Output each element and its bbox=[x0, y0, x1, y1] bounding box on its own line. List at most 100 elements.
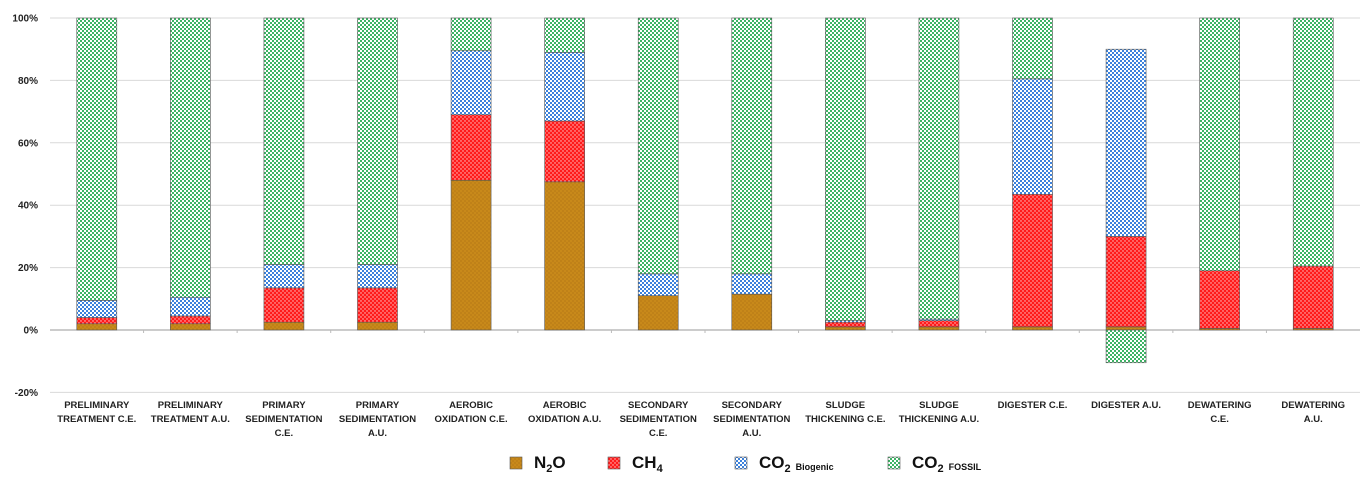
bar-segment-co2-fossil bbox=[1105, 329, 1147, 364]
bar-segment-ch4 bbox=[1012, 193, 1053, 328]
bar-segment-co2-biogenic bbox=[357, 264, 398, 289]
bar-segment-co2-biogenic bbox=[76, 300, 118, 318]
bar-segment-co2-biogenic bbox=[263, 264, 305, 289]
bar-segment-n2o bbox=[1012, 326, 1053, 331]
bar-segment-co2-biogenic bbox=[731, 273, 773, 295]
bar-segment-co2-fossil bbox=[1012, 17, 1053, 80]
bar-segment-co2-fossil bbox=[1199, 17, 1240, 272]
x-category-label: PRELIMINARY bbox=[64, 400, 130, 411]
legend-swatch bbox=[509, 456, 523, 470]
x-category-label: DIGESTER A.U. bbox=[1091, 400, 1161, 411]
bar-segment-co2-fossil bbox=[544, 17, 585, 53]
x-category-label: PRELIMINARY bbox=[158, 400, 224, 411]
bar-segment-ch4 bbox=[1199, 270, 1240, 329]
legend-swatch bbox=[887, 456, 901, 470]
bar-segment-ch4 bbox=[1105, 236, 1147, 328]
bar-segment-ch4 bbox=[170, 315, 211, 325]
y-tick-label: 60% bbox=[18, 138, 38, 149]
legend-subscript: 2 bbox=[938, 463, 944, 475]
y-tick-label: -20% bbox=[15, 388, 38, 399]
bar-segment-co2-fossil bbox=[76, 17, 118, 301]
bar-segment-n2o bbox=[544, 181, 585, 331]
bar-segment-co2-fossil bbox=[731, 17, 773, 275]
x-category-label: A.U. bbox=[1304, 414, 1323, 425]
legend-subscript: 2 bbox=[785, 463, 791, 475]
bar-segment-ch4 bbox=[450, 114, 492, 181]
bar-segment-n2o bbox=[76, 323, 118, 331]
legend-label: CO2 Biogenic bbox=[759, 453, 834, 475]
bar-segment-ch4 bbox=[918, 320, 960, 328]
bar-segment-co2-fossil bbox=[637, 17, 679, 275]
x-category-label: THICKENING A.U. bbox=[899, 414, 979, 425]
bar-segment-n2o bbox=[918, 326, 960, 331]
x-category-label: SLUDGE bbox=[919, 400, 959, 411]
x-category-label: C.E. bbox=[1210, 414, 1228, 425]
bar-segment-co2-fossil bbox=[918, 17, 960, 320]
x-category-label: SEDIMENTATION bbox=[245, 414, 322, 425]
bar-segment-n2o bbox=[1105, 326, 1147, 331]
bar-segment-co2-fossil bbox=[263, 17, 305, 265]
x-category-label: THICKENING C.E. bbox=[805, 414, 885, 425]
x-category-label: DEWATERING bbox=[1188, 400, 1252, 411]
x-category-label: C.E. bbox=[275, 428, 293, 439]
bar-segment-n2o bbox=[170, 323, 211, 331]
bar-segment-co2-fossil bbox=[357, 17, 398, 265]
legend-qualifier: Biogenic bbox=[796, 462, 834, 472]
bar-segment-ch4 bbox=[357, 287, 398, 323]
legend-label: N2O bbox=[534, 453, 566, 475]
legend-main-text: N bbox=[534, 453, 546, 472]
bar-segment-ch4 bbox=[544, 120, 585, 183]
legend-label: CH4 bbox=[632, 453, 664, 475]
bar-segment-co2-fossil bbox=[450, 17, 492, 52]
bar-segment-ch4 bbox=[1292, 265, 1334, 329]
x-category-label: AEROBIC bbox=[449, 400, 493, 411]
legend-main-text: CO bbox=[759, 453, 785, 472]
bar-segment-n2o bbox=[263, 321, 305, 331]
x-category-label: DIGESTER C.E. bbox=[998, 400, 1068, 411]
legend-main-text: CO bbox=[912, 453, 938, 472]
legend-label: CO2 FOSSIL bbox=[912, 453, 982, 475]
x-category-label: SECONDARY bbox=[628, 400, 689, 411]
bar-segment-co2-fossil bbox=[1292, 17, 1334, 267]
x-category-label: TREATMENT C.E. bbox=[57, 414, 136, 425]
legend-qualifier: FOSSIL bbox=[949, 462, 982, 472]
bar-segment-co2-biogenic bbox=[1012, 78, 1053, 195]
bar-segment-co2-fossil bbox=[825, 17, 866, 321]
bar-segment-co2-biogenic bbox=[637, 273, 679, 296]
bar-segment-co2-biogenic bbox=[450, 50, 492, 116]
x-axis-labels: PRELIMINARY TREATMENT C.E. PRELIMINARY TREA… bbox=[57, 400, 1345, 439]
bars bbox=[76, 17, 1334, 364]
gridlines bbox=[50, 17, 1360, 393]
y-tick-label: 20% bbox=[18, 263, 38, 274]
bar-segment-co2-biogenic bbox=[1105, 48, 1147, 237]
x-category-label: A.U. bbox=[368, 428, 387, 439]
bar-segment-ch4 bbox=[263, 287, 305, 323]
legend-swatch bbox=[607, 456, 621, 470]
x-category-label: SEDIMENTATION bbox=[713, 414, 790, 425]
bar-segment-n2o bbox=[357, 321, 398, 331]
x-category-label: OXIDATION C.E. bbox=[434, 414, 507, 425]
y-axis: -20% 0% 20% 40% 60% 80% 100% bbox=[12, 14, 38, 399]
x-category-label: PRIMARY bbox=[356, 400, 400, 411]
bar-segment-n2o bbox=[825, 326, 866, 331]
x-category-label: A.U. bbox=[742, 428, 761, 439]
legend: N2O CH4 CO2 Biogenic CO2 FOSSIL bbox=[509, 453, 982, 475]
x-category-label: PRIMARY bbox=[262, 400, 306, 411]
x-category-label: SEDIMENTATION bbox=[339, 414, 416, 425]
bar-segment-ch4 bbox=[825, 321, 866, 328]
x-category-label: SLUDGE bbox=[826, 400, 866, 411]
legend-swatch bbox=[734, 456, 748, 470]
x-category-label: OXIDATION A.U. bbox=[528, 414, 601, 425]
legend-rest-text: O bbox=[552, 453, 565, 472]
bar-segment-n2o bbox=[637, 295, 679, 331]
legend-subscript: 4 bbox=[657, 463, 664, 475]
bar-segment-co2-fossil bbox=[170, 17, 211, 298]
x-category-label: SECONDARY bbox=[722, 400, 783, 411]
x-category-label: DEWATERING bbox=[1281, 400, 1345, 411]
y-tick-label: 40% bbox=[18, 201, 38, 212]
x-category-label: TREATMENT A.U. bbox=[151, 414, 230, 425]
y-tick-label: 80% bbox=[18, 76, 38, 87]
bar-segment-ch4 bbox=[76, 317, 118, 325]
